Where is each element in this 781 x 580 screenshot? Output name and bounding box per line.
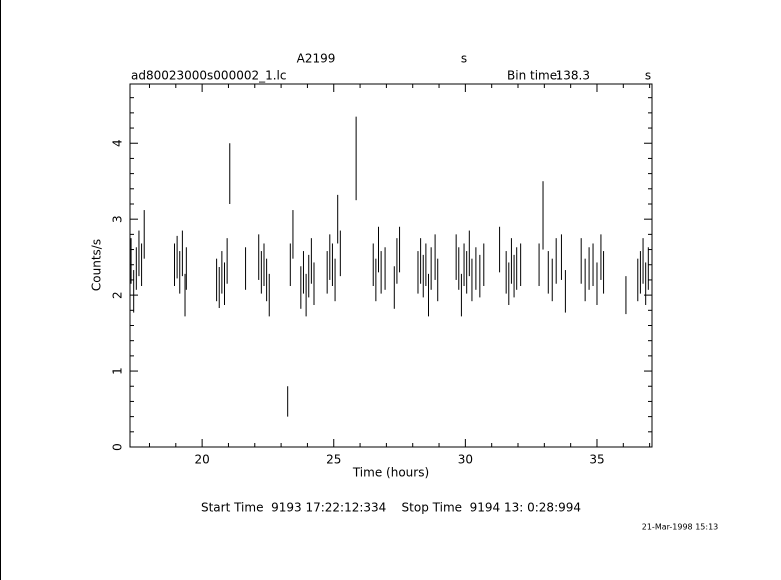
bin-time-unit: s	[645, 69, 651, 83]
x-tick-label: 25	[326, 453, 341, 467]
y-tick-label: 4	[111, 139, 125, 147]
x-tick-label: 30	[458, 453, 473, 467]
plot-frame	[129, 83, 653, 448]
y-tick-label: 0	[111, 443, 125, 451]
bin-time: 138.3	[556, 69, 590, 83]
subtitle: ad80023000s000002_1.lc	[131, 69, 287, 83]
y-tick-label: 1	[111, 367, 125, 375]
footer: Start Time 9193 17:22:12:334 Stop Time 9…	[201, 501, 581, 515]
bin-time-label: Bin time:	[507, 69, 561, 83]
y-axis-label: Counts/s	[90, 239, 104, 291]
title-unit: s	[461, 52, 467, 66]
x-axis-label: Time (hours)	[352, 466, 429, 480]
x-tick-label: 20	[194, 453, 209, 467]
y-tick-label: 3	[111, 215, 125, 223]
chart-title: A2199	[297, 52, 336, 66]
date-stamp: 21-Mar-1998 15:13	[642, 523, 719, 532]
y-tick-label: 2	[111, 291, 125, 299]
x-tick-label: 35	[589, 453, 604, 467]
